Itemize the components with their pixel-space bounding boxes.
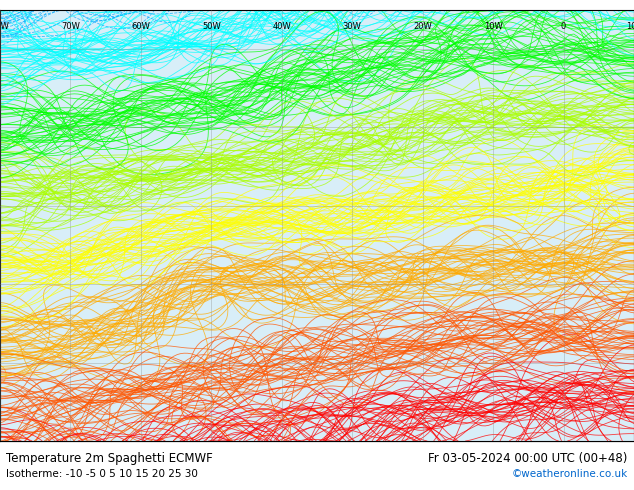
Text: 50W: 50W bbox=[202, 22, 221, 30]
Text: Fr 03-05-2024 00:00 UTC (00+48): Fr 03-05-2024 00:00 UTC (00+48) bbox=[429, 452, 628, 465]
Text: 10E: 10E bbox=[626, 22, 634, 30]
Text: 40W: 40W bbox=[273, 22, 291, 30]
Text: ©weatheronline.co.uk: ©weatheronline.co.uk bbox=[512, 469, 628, 479]
Text: 20W: 20W bbox=[413, 22, 432, 30]
Text: 0: 0 bbox=[561, 22, 566, 30]
Text: 80W: 80W bbox=[0, 22, 10, 30]
Text: 60W: 60W bbox=[131, 22, 150, 30]
Text: 70W: 70W bbox=[61, 22, 80, 30]
Text: Isotherme: -10 -5 0 5 10 15 20 25 30: Isotherme: -10 -5 0 5 10 15 20 25 30 bbox=[6, 469, 198, 479]
Text: 30W: 30W bbox=[343, 22, 361, 30]
Text: Temperature 2m Spaghetti ECMWF: Temperature 2m Spaghetti ECMWF bbox=[6, 452, 213, 465]
Text: 10W: 10W bbox=[484, 22, 503, 30]
